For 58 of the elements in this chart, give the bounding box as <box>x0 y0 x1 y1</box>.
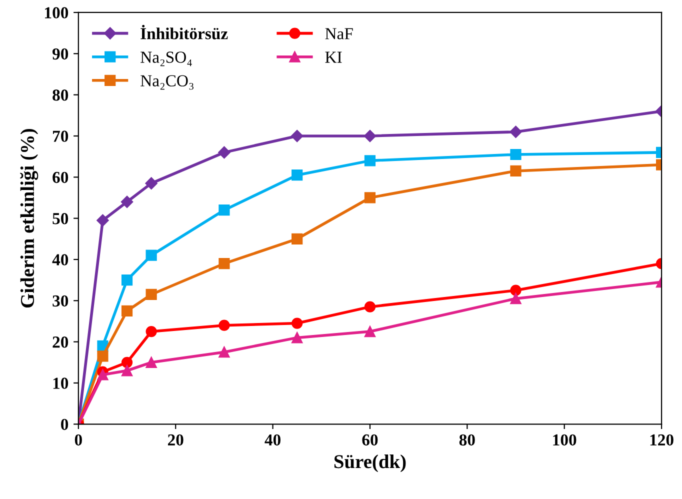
point <box>96 214 109 226</box>
point <box>364 130 376 142</box>
point <box>510 165 522 177</box>
point <box>146 288 157 300</box>
point <box>364 192 376 204</box>
point <box>120 196 134 208</box>
y-tick-label: 80 <box>52 90 68 101</box>
point <box>364 155 376 166</box>
point <box>292 318 303 329</box>
point <box>510 148 522 160</box>
point <box>145 177 158 190</box>
point <box>292 233 303 244</box>
point <box>218 346 230 358</box>
point <box>97 350 108 362</box>
x-tick-label: 40 <box>264 434 280 446</box>
point <box>97 369 108 380</box>
point <box>218 258 230 270</box>
legend-label: NaF <box>325 28 353 40</box>
y-tick-label: 0 <box>61 418 68 430</box>
point <box>146 250 157 261</box>
point <box>121 274 133 286</box>
point <box>292 332 303 344</box>
point <box>146 326 157 338</box>
y-tick-label: 50 <box>52 213 68 224</box>
point <box>146 356 157 368</box>
point <box>364 301 376 312</box>
x-tick-label: 80 <box>459 434 475 446</box>
point <box>510 126 522 138</box>
y-tick-label: 100 <box>45 7 68 18</box>
x-tick-label: 20 <box>168 434 184 446</box>
point <box>218 204 230 216</box>
x-tick-label: 100 <box>553 434 576 446</box>
x-tick-label: 120 <box>650 434 674 446</box>
point <box>364 326 376 338</box>
y-tick-label: 60 <box>52 172 68 184</box>
point <box>218 146 230 159</box>
y-tick-label: 70 <box>52 130 68 142</box>
point <box>121 356 133 368</box>
point <box>510 284 522 296</box>
point <box>121 365 133 376</box>
point <box>121 305 133 316</box>
y-tick-label: 90 <box>52 48 68 60</box>
y-tick-label: 10 <box>53 378 68 389</box>
y-tick-label: 20 <box>52 336 68 348</box>
point <box>291 130 304 142</box>
y-axis-title: Giderim etkinliği (%) <box>20 128 38 308</box>
x-tick-label: 60 <box>362 434 378 446</box>
point <box>510 293 522 304</box>
legend-label: Na₂SO₄ <box>140 52 192 66</box>
legend-label: İnhibitörsüz <box>140 24 228 40</box>
x-tick-label: 0 <box>74 434 82 446</box>
point <box>292 170 303 181</box>
x-axis-title: Süre(dk) <box>334 454 406 472</box>
y-tick-label: 40 <box>52 254 68 266</box>
legend-label: KI <box>325 52 342 63</box>
y-tick-label: 30 <box>52 295 68 307</box>
point <box>218 320 230 331</box>
legend-label: Na₂CO₃ <box>140 75 194 90</box>
